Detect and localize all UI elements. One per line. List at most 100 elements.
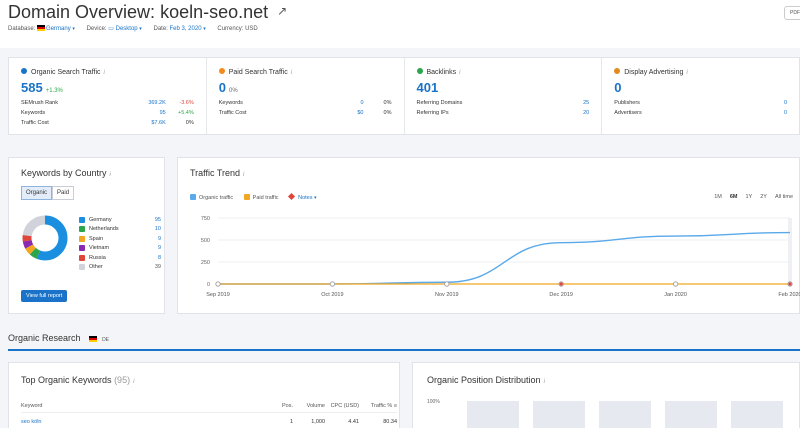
google-update-marker[interactable] bbox=[329, 281, 335, 287]
legend-item-germany[interactable]: Germany 95 bbox=[79, 215, 161, 225]
range-2y[interactable]: 2Y bbox=[760, 194, 767, 200]
range-1y[interactable]: 1Y bbox=[745, 194, 753, 200]
database-filter[interactable]: Database: Germany ▾ bbox=[8, 25, 77, 32]
backlinks-widget[interactable]: Backlinks i 401 Referring Domains 25 Refer… bbox=[405, 58, 603, 134]
metric-row: Referring Domains 25 bbox=[417, 98, 590, 108]
tab-paid[interactable]: Paid bbox=[52, 186, 75, 200]
legend-organic-label: Organic traffic bbox=[199, 195, 234, 201]
note-marker[interactable] bbox=[788, 282, 792, 286]
legend-organic-traffic[interactable]: Organic traffic bbox=[190, 194, 234, 201]
currency-value: USD bbox=[245, 26, 258, 32]
metric-row: SEMrush Rank 369.2K -3.6% bbox=[21, 98, 194, 108]
organic-traffic-value[interactable]: 585 bbox=[21, 80, 43, 95]
paid-traffic-widget[interactable]: Paid Search Traffic i 0 0% Keywords 0 0% Tra… bbox=[207, 58, 405, 134]
metric-row-label: Keywords bbox=[218, 100, 243, 106]
metric-row-value[interactable]: 20 bbox=[583, 110, 590, 116]
column-volume[interactable]: Volume bbox=[306, 402, 325, 409]
legend-item-netherlands[interactable]: Netherlands 10 bbox=[79, 225, 161, 235]
legend-country-name: Netherlands bbox=[89, 226, 119, 233]
checkbox-icon bbox=[243, 194, 250, 200]
position-bar[interactable] bbox=[665, 401, 717, 428]
metric-row-value[interactable]: $7.6K bbox=[151, 120, 166, 126]
device-label: Device: bbox=[86, 26, 107, 32]
legend-swatch bbox=[79, 245, 85, 252]
pdf-export-button[interactable]: PDF bbox=[784, 6, 800, 20]
position-bar[interactable] bbox=[533, 401, 585, 428]
info-icon[interactable]: i bbox=[243, 172, 245, 178]
page-header: Domain Overview: koeln-seo.net ↗ PDF Dat… bbox=[0, 0, 800, 48]
range-1m[interactable]: 1M bbox=[714, 194, 722, 200]
legend-country-count: 8 bbox=[157, 254, 161, 261]
metric-row-label: Referring Domains bbox=[416, 100, 463, 106]
metric-row-value[interactable]: $0 bbox=[357, 110, 364, 116]
display-advertising-widget[interactable]: Display Advertising i 0 Publishers 0 Adver… bbox=[602, 58, 799, 134]
google-update-marker[interactable] bbox=[444, 281, 450, 287]
donut-slice-other[interactable] bbox=[22, 215, 68, 261]
metric-row-label: Referring IPs bbox=[416, 110, 449, 116]
organic-traffic-widget[interactable]: Organic Search Traffic i 585 +1.3% SEMrush… bbox=[9, 58, 207, 134]
legend-item-spain[interactable]: Spain 9 bbox=[79, 234, 161, 244]
traffic-trend-chart: 0 250 500 750 Sep 2019 Oct 2019 Nov 2019 Dec 20… bbox=[201, 216, 800, 298]
legend-swatch bbox=[79, 226, 85, 233]
position-bar[interactable] bbox=[731, 401, 783, 428]
display-advertising-value[interactable]: 0 bbox=[614, 80, 622, 95]
organic-traffic-change: +1.3% bbox=[45, 88, 63, 94]
metric-row-value[interactable]: 0 bbox=[783, 110, 787, 116]
info-icon[interactable]: i bbox=[103, 70, 105, 76]
column-keyword[interactable]: Keyword bbox=[21, 402, 43, 409]
info-icon[interactable]: i bbox=[686, 70, 688, 76]
notes-label: Notes bbox=[298, 195, 313, 201]
notes-dropdown[interactable]: Notes ▾ bbox=[288, 192, 317, 201]
note-marker[interactable] bbox=[559, 282, 563, 286]
keyword-link[interactable]: seo köln bbox=[21, 418, 42, 425]
legend-paid-traffic[interactable]: Paid traffic bbox=[243, 194, 279, 201]
info-icon[interactable]: i bbox=[543, 379, 545, 385]
legend-country-name: Spain bbox=[89, 235, 104, 242]
metric-row-value[interactable]: 0 bbox=[360, 100, 364, 106]
paid-traffic-value[interactable]: 0 bbox=[218, 80, 226, 95]
range-all-time[interactable]: All time bbox=[774, 194, 793, 200]
info-icon[interactable]: i bbox=[109, 172, 111, 178]
range-6m[interactable]: 6M bbox=[729, 194, 738, 200]
currency-label: Currency: bbox=[217, 26, 244, 32]
column-cpc[interactable]: CPC (USD) bbox=[330, 402, 359, 409]
metric-row-value[interactable]: 0 bbox=[783, 100, 787, 106]
organic-research-title: Organic Research bbox=[8, 333, 81, 343]
column-pos[interactable]: Pos. bbox=[281, 402, 293, 409]
metric-row-change: +5.4% bbox=[178, 110, 194, 116]
device-value: Desktop bbox=[115, 26, 138, 32]
external-link-icon[interactable]: ↗ bbox=[277, 4, 288, 18]
google-update-marker[interactable] bbox=[215, 281, 221, 287]
legend-item-other[interactable]: Other 39 bbox=[79, 263, 161, 273]
metric-row: Keywords 0 0% bbox=[219, 98, 392, 108]
info-icon[interactable]: i bbox=[459, 70, 461, 76]
metric-row: Referring IPs 20 bbox=[417, 108, 590, 118]
legend-paid-label: Paid traffic bbox=[252, 195, 279, 201]
legend-item-vietnam[interactable]: Vietnam 9 bbox=[79, 244, 161, 254]
metrics-summary: Organic Search Traffic i 585 +1.3% SEMrush… bbox=[8, 57, 800, 135]
country-donut-chart bbox=[21, 214, 69, 267]
info-icon[interactable]: i bbox=[133, 379, 135, 385]
tab-organic[interactable]: Organic bbox=[21, 186, 53, 200]
germany-flag-icon bbox=[89, 336, 98, 342]
google-update-marker[interactable] bbox=[672, 281, 679, 287]
metric-row-value[interactable]: 95 bbox=[159, 110, 166, 116]
info-icon[interactable]: i bbox=[290, 70, 293, 76]
backlinks-value[interactable]: 401 bbox=[416, 80, 439, 95]
desktop-icon: ▭ bbox=[108, 26, 114, 32]
device-filter[interactable]: Device: ▭ Desktop ▾ bbox=[87, 26, 144, 32]
position-bar[interactable] bbox=[467, 401, 519, 428]
date-filter[interactable]: Date: Feb 3, 2020 ▾ bbox=[153, 26, 207, 32]
metric-row-value[interactable]: 369.2K bbox=[148, 100, 166, 106]
position-bar[interactable] bbox=[599, 401, 651, 428]
legend-swatch bbox=[79, 216, 85, 223]
notes-diamond-icon bbox=[288, 192, 296, 201]
donut-slice-russia[interactable] bbox=[22, 215, 68, 261]
chevron-down-icon: ▾ bbox=[314, 195, 317, 201]
metric-row-value[interactable]: 25 bbox=[583, 100, 590, 106]
metric-row-label: SEMrush Rank bbox=[21, 100, 58, 106]
time-range-selector: 1M 6M 1Y 2Y All time bbox=[706, 194, 793, 200]
legend-item-russia[interactable]: Russia 8 bbox=[79, 253, 161, 263]
view-full-report-button[interactable]: View full report bbox=[21, 290, 68, 302]
column-traffic[interactable]: Traffic % ≡ bbox=[359, 403, 397, 409]
